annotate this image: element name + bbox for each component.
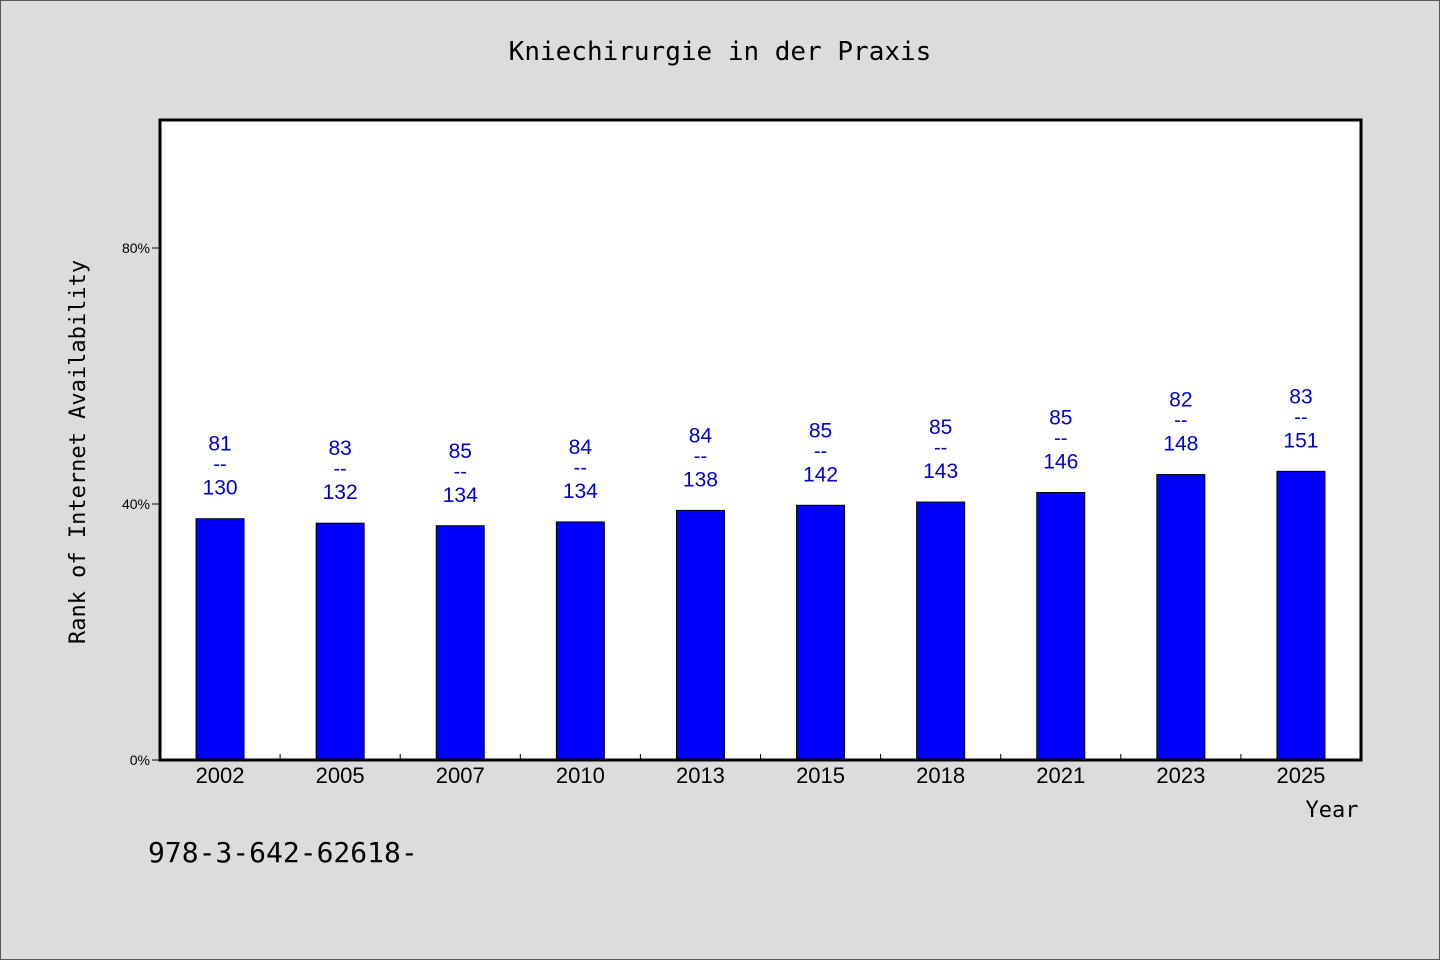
data-label-top: 82 — [1169, 389, 1192, 412]
data-label-top: 84 — [569, 436, 593, 459]
y-axis-label: Rank of Internet Availability — [66, 260, 91, 644]
bar — [796, 504, 846, 761]
y-tick-label: 40% — [122, 496, 150, 512]
data-label-bottom: 151 — [1283, 429, 1318, 452]
data-label-bottom: 130 — [203, 477, 238, 500]
bar — [1036, 491, 1086, 761]
x-axis: 2002 2005 2007 2010 2013 2015 2018 2021 2023 2025 — [196, 754, 1325, 788]
bar — [1156, 474, 1206, 761]
data-label-top: 85 — [1049, 406, 1072, 429]
data-label-separator: -- — [934, 437, 947, 459]
bar — [195, 518, 245, 761]
x-tick-label: 2007 — [436, 763, 485, 788]
bar — [555, 521, 605, 761]
x-axis-label: Year — [1306, 798, 1359, 823]
y-tick-label: 80% — [122, 240, 150, 256]
x-tick-label: 2025 — [1276, 763, 1325, 788]
data-label-bottom: 132 — [323, 481, 358, 504]
x-tick-label: 2018 — [916, 763, 965, 788]
x-tick-label: 2013 — [676, 763, 725, 788]
data-label-separator: -- — [1174, 410, 1187, 432]
data-label-top: 83 — [328, 437, 351, 460]
data-label-bottom: 143 — [923, 460, 958, 483]
x-tick-label: 2015 — [796, 763, 845, 788]
bars — [195, 470, 1326, 761]
data-label-separator: -- — [333, 458, 346, 480]
data-label-separator: -- — [213, 454, 226, 476]
data-label-separator: -- — [694, 445, 707, 467]
bar — [916, 501, 966, 761]
data-label-bottom: 138 — [683, 468, 718, 491]
footnote-isbn: 978-3-642-62618- — [148, 836, 418, 869]
chart-title: Kniechirurgie in der Praxis — [509, 37, 932, 67]
data-label-separator: -- — [454, 461, 467, 483]
bar — [315, 522, 365, 761]
y-axis: 0% 40% 80% — [122, 240, 160, 768]
x-tick-label: 2021 — [1036, 763, 1085, 788]
data-label-top: 83 — [1289, 385, 1312, 408]
data-label-bottom: 134 — [443, 484, 478, 507]
data-label-separator: -- — [1294, 406, 1307, 428]
x-tick-label: 2005 — [316, 763, 365, 788]
data-label-bottom: 146 — [1043, 450, 1078, 473]
data-labels: 81--13083--13285--13484--13484--13885--1… — [203, 385, 1319, 506]
data-label-separator: -- — [574, 457, 587, 479]
y-tick-label: 0% — [130, 752, 150, 768]
data-label-separator: -- — [1054, 427, 1067, 449]
data-label-bottom: 134 — [563, 480, 598, 503]
data-label-top: 81 — [208, 433, 231, 456]
data-label-bottom: 148 — [1163, 433, 1198, 456]
bar — [1276, 470, 1326, 761]
bar — [435, 525, 485, 761]
x-tick-label: 2002 — [196, 763, 245, 788]
data-label-top: 85 — [929, 416, 952, 439]
data-label-top: 84 — [689, 424, 713, 447]
bar — [675, 509, 725, 761]
data-label-bottom: 142 — [803, 463, 838, 486]
data-label-separator: -- — [814, 440, 827, 462]
data-label-top: 85 — [809, 419, 832, 442]
x-tick-label: 2010 — [556, 763, 605, 788]
data-label-top: 85 — [449, 440, 472, 463]
x-tick-label: 2023 — [1156, 763, 1205, 788]
